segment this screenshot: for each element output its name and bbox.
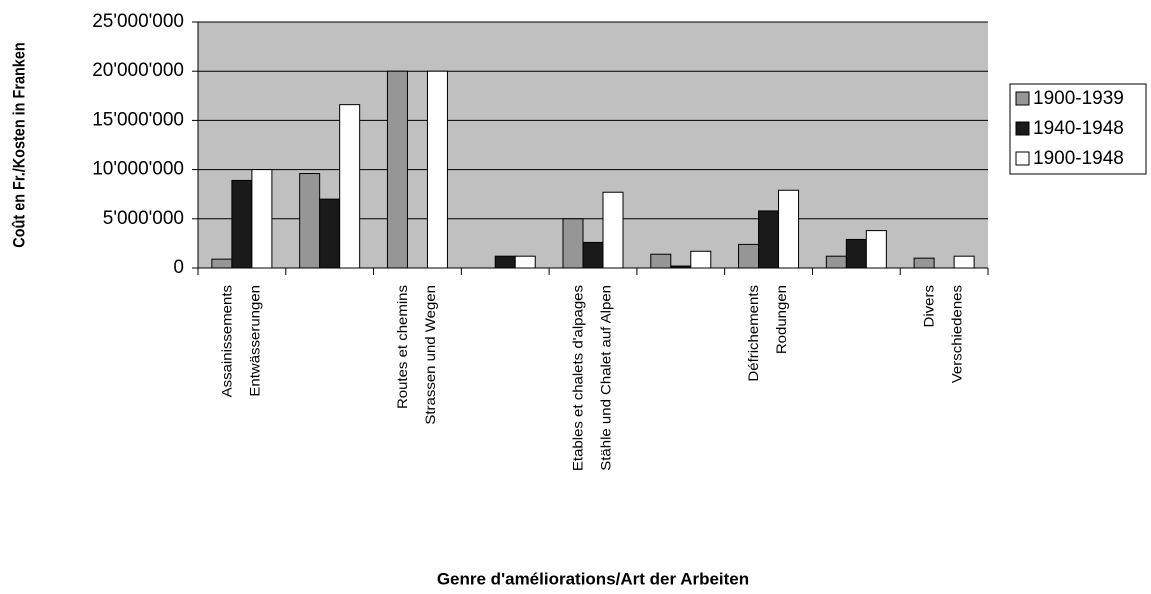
bar bbox=[650, 253, 672, 269]
legend-label: 1900-1948 bbox=[1033, 148, 1124, 169]
y-tick-label: 10'000'000 bbox=[92, 159, 184, 180]
x-axis-title: Genre d'améliorations/Art der Arbeiten bbox=[437, 569, 749, 588]
bar bbox=[845, 238, 867, 269]
y-axis-title: Coût en Fr./Kosten in Franken bbox=[10, 42, 28, 247]
y-tick-label: 5'000'000 bbox=[103, 208, 184, 229]
x-tick-label: Routes et chemins bbox=[396, 285, 411, 409]
legend-box bbox=[1009, 83, 1147, 175]
legend-label: 1940-1948 bbox=[1033, 118, 1124, 139]
y-tick-label: 25'000'000 bbox=[92, 11, 184, 32]
bar bbox=[582, 241, 604, 269]
bar bbox=[231, 179, 253, 269]
bar bbox=[562, 218, 584, 269]
x-tick-label: Verschiedenes bbox=[950, 285, 965, 383]
bar bbox=[494, 255, 516, 269]
bar bbox=[251, 169, 273, 269]
y-tick-label: 0 bbox=[173, 257, 184, 278]
x-tick-label: Etables et chalets d'alpages bbox=[571, 285, 586, 471]
bar bbox=[913, 257, 935, 269]
legend-swatch bbox=[1015, 91, 1030, 106]
bar bbox=[778, 189, 800, 269]
bar bbox=[386, 70, 408, 269]
bar bbox=[758, 210, 780, 269]
bar bbox=[670, 265, 692, 269]
bar bbox=[299, 173, 321, 269]
bar bbox=[514, 255, 536, 269]
bar bbox=[738, 243, 760, 269]
bar bbox=[426, 70, 448, 269]
x-tick-label: Stähle und Chalet auf Alpen bbox=[599, 285, 614, 471]
y-tick-label: 15'000'000 bbox=[92, 109, 184, 130]
bar bbox=[602, 191, 624, 269]
legend-swatch bbox=[1015, 151, 1030, 166]
x-tick-label: Strassen und Wegen bbox=[424, 285, 439, 425]
x-tick-label: Rodungen bbox=[775, 285, 790, 354]
legend-label: 1900-1939 bbox=[1033, 88, 1124, 109]
y-tick-label: 20'000'000 bbox=[92, 60, 184, 81]
bar bbox=[690, 250, 712, 269]
bar bbox=[825, 255, 847, 269]
x-tick-label: Défrichements bbox=[747, 285, 762, 382]
legend-swatch bbox=[1015, 121, 1030, 136]
x-tick-label: Assainissements bbox=[220, 285, 235, 397]
bar bbox=[865, 230, 887, 269]
bar bbox=[339, 104, 361, 269]
bar bbox=[211, 258, 233, 269]
bar bbox=[319, 198, 341, 269]
x-tick-label: Divers bbox=[922, 285, 937, 327]
x-tick-label: Entwässerungen bbox=[248, 285, 263, 397]
bar bbox=[953, 255, 975, 269]
